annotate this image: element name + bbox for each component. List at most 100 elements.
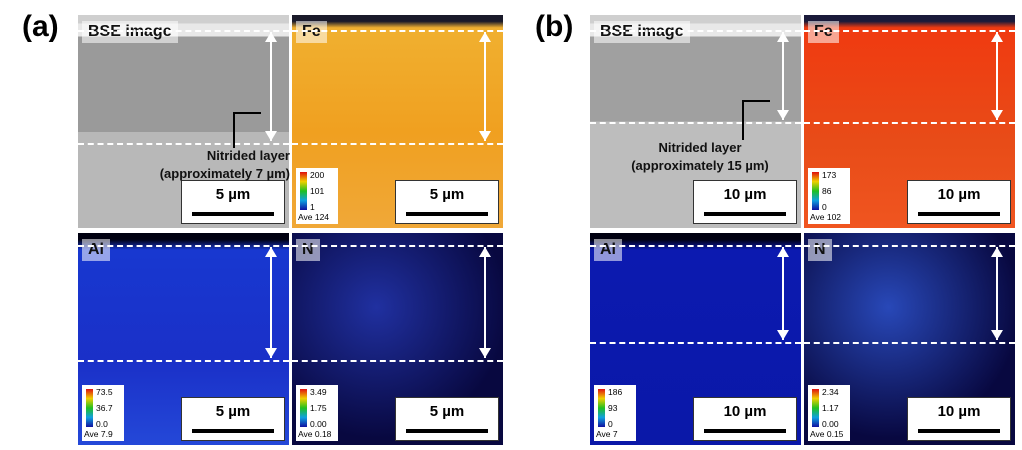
arrow-head xyxy=(479,131,491,141)
map-panel: BSE image 5 µm xyxy=(78,15,289,228)
average-label: Ave 124 xyxy=(298,212,330,222)
layer-boundary xyxy=(292,245,503,247)
thickness-arrow xyxy=(484,247,486,358)
scale-bar-label: 5 µm xyxy=(215,403,251,420)
map-panel: Fe 10 µm 173 86 0 Ave 102 xyxy=(804,15,1015,228)
arrow-head xyxy=(479,247,491,257)
panel-label: N xyxy=(808,239,832,261)
layer-boundary xyxy=(78,143,289,145)
colorbar-gradient xyxy=(598,389,605,427)
layer-boundary xyxy=(590,122,801,124)
colorbar-tick: 1 xyxy=(310,202,315,212)
scale-bar-label: 10 µm xyxy=(937,403,981,420)
arrow-head xyxy=(479,348,491,358)
colorbar-tick: 1.17 xyxy=(822,403,839,413)
thickness-arrow xyxy=(782,247,784,340)
layer-boundary xyxy=(804,245,1015,247)
arrow-head xyxy=(777,330,789,340)
average-label: Ave 7 xyxy=(596,429,618,439)
arrow-head xyxy=(777,247,789,257)
arrow-head xyxy=(265,32,277,42)
annotation-line xyxy=(233,112,261,114)
annotation-line xyxy=(742,100,744,140)
scale-bar-box: 10 µm xyxy=(907,397,1011,441)
panel-label: Al xyxy=(594,239,622,261)
thickness-arrow xyxy=(484,32,486,141)
layer-boundary xyxy=(78,360,289,362)
layer-boundary xyxy=(804,30,1015,32)
colorbar: 3.49 1.75 0.00 Ave 0.18 xyxy=(296,385,338,441)
arrow-head xyxy=(991,247,1003,257)
average-label: Ave 0.15 xyxy=(810,429,844,439)
layer-boundary xyxy=(804,122,1015,124)
figure-label: (a) xyxy=(22,10,59,43)
arrow-head xyxy=(265,247,277,257)
scale-bar xyxy=(192,212,274,216)
panel-label: Al xyxy=(82,239,110,261)
arrow-head xyxy=(479,32,491,42)
thickness-arrow xyxy=(270,247,272,358)
panel-label: BSE image xyxy=(82,21,178,43)
scale-bar-label: 5 µm xyxy=(215,186,251,203)
colorbar-tick: 3.49 xyxy=(310,387,327,397)
scale-bar-box: 5 µm xyxy=(181,397,285,441)
layer-boundary xyxy=(78,245,289,247)
colorbar-tick: 0.00 xyxy=(310,419,327,429)
colorbar-tick: 1.75 xyxy=(310,403,327,413)
scale-bar-label: 10 µm xyxy=(723,186,767,203)
colorbar: 186 93 0 Ave 7 xyxy=(594,385,636,441)
scale-bar-box: 10 µm xyxy=(693,180,797,224)
map-panel: Al 10 µm 186 93 0 Ave 7 xyxy=(590,233,801,445)
map-panel: Fe 5 µm 200 101 1 Ave 124 xyxy=(292,15,503,228)
thickness-arrow xyxy=(996,32,998,120)
layer-boundary xyxy=(804,342,1015,344)
panel-label: N xyxy=(296,239,320,261)
map-panel: N 10 µm 2.34 1.17 0.00 Ave 0.15 xyxy=(804,233,1015,445)
colorbar-tick: 2.34 xyxy=(822,387,839,397)
map-panel: Al 5 µm 73.5 36.7 0.0 Ave 7.9 xyxy=(78,233,289,445)
colorbar-tick: 0 xyxy=(822,202,827,212)
scale-bar-box: 10 µm xyxy=(907,180,1011,224)
scale-bar-box: 5 µm xyxy=(395,180,499,224)
average-label: Ave 7.9 xyxy=(84,429,113,439)
arrow-head xyxy=(991,110,1003,120)
arrow-head xyxy=(265,348,277,358)
scale-bar-label: 5 µm xyxy=(429,403,465,420)
colorbar-tick: 0.0 xyxy=(96,419,108,429)
colorbar: 73.5 36.7 0.0 Ave 7.9 xyxy=(82,385,124,441)
colorbar-tick: 101 xyxy=(310,186,325,196)
scale-bar xyxy=(704,212,786,216)
colorbar-tick: 186 xyxy=(608,387,623,397)
arrow-head xyxy=(777,110,789,120)
scale-bar-box: 5 µm xyxy=(395,397,499,441)
arrow-head xyxy=(991,32,1003,42)
figure-label: (b) xyxy=(535,10,574,43)
annotation-line xyxy=(233,112,235,148)
map-panel: N 5 µm 3.49 1.75 0.00 Ave 0.18 xyxy=(292,233,503,445)
scale-bar xyxy=(918,212,1000,216)
scale-bar-label: 10 µm xyxy=(937,186,981,203)
scale-bar xyxy=(192,429,274,433)
scale-bar xyxy=(406,429,488,433)
layer-boundary xyxy=(78,30,289,32)
annotation-text: Nitrided layer xyxy=(658,140,742,155)
layer-boundary xyxy=(292,360,503,362)
colorbar-gradient xyxy=(86,389,93,427)
average-label: Ave 102 xyxy=(810,212,842,222)
scale-bar xyxy=(918,429,1000,433)
colorbar-gradient xyxy=(812,389,819,427)
scale-bar xyxy=(704,429,786,433)
scale-bar-box: 5 µm xyxy=(181,180,285,224)
arrow-head xyxy=(265,131,277,141)
colorbar: 2.34 1.17 0.00 Ave 0.15 xyxy=(808,385,850,441)
colorbar-gradient xyxy=(812,172,819,210)
layer-boundary xyxy=(590,342,801,344)
arrow-head xyxy=(777,32,789,42)
thickness-arrow xyxy=(782,32,784,120)
colorbar-tick: 0.00 xyxy=(822,419,839,429)
arrow-head xyxy=(991,330,1003,340)
annotation-line xyxy=(742,100,770,102)
annotation-text: Nitrided layer xyxy=(206,148,290,163)
panel-label: BSE image xyxy=(594,21,690,43)
